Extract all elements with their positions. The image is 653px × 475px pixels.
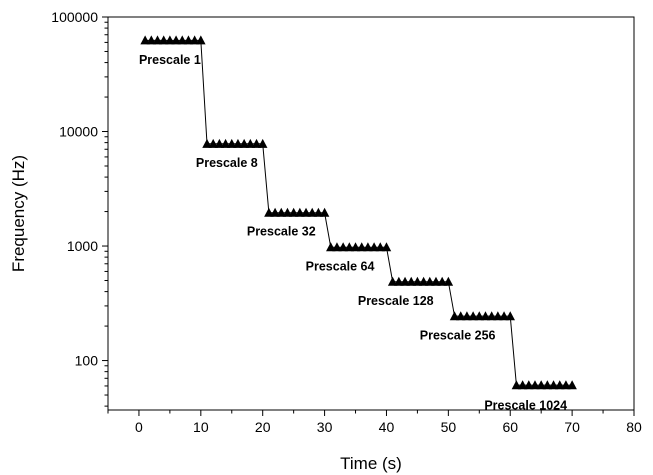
x-tick-label: 70 [564, 419, 580, 435]
x-tick-label: 20 [255, 419, 271, 435]
data-point-marker [548, 380, 559, 390]
data-point-marker [282, 207, 293, 217]
data-point-marker [412, 276, 423, 286]
data-point-marker [437, 276, 447, 286]
x-tick-label: 80 [626, 419, 642, 435]
data-point-marker [493, 311, 503, 321]
data-point-marker [295, 207, 305, 217]
data-point-marker [375, 242, 386, 252]
data-point-marker [505, 311, 515, 321]
prescale-annotation: Prescale 128 [358, 294, 434, 308]
data-point-marker [449, 311, 460, 321]
data-point-marker [264, 207, 274, 217]
y-tick-label: 100000 [51, 9, 98, 25]
data-point-marker [431, 276, 441, 286]
data-point-marker [350, 242, 361, 252]
data-point-marker [425, 276, 435, 286]
data-point-marker [326, 242, 336, 252]
data-point-marker [381, 242, 392, 252]
data-point-marker [202, 138, 212, 148]
data-point-marker [208, 138, 218, 148]
data-point-marker [418, 276, 429, 286]
x-tick-label: 30 [317, 419, 333, 435]
data-point-marker [554, 380, 565, 390]
data-point-marker [338, 242, 348, 252]
data-point-marker [344, 242, 355, 252]
data-point-marker [394, 276, 404, 286]
data-point-marker [462, 311, 472, 321]
prescale-annotation: Prescale 256 [420, 329, 496, 343]
data-point-marker [313, 207, 324, 217]
prescale-annotation: Prescale 32 [247, 225, 316, 239]
data-point-marker [220, 138, 231, 148]
x-axis-title: Time (s) [340, 454, 402, 473]
y-tick-label: 1000 [67, 238, 98, 254]
y-axis-title: Frequency (Hz) [9, 155, 28, 272]
data-point-marker [530, 380, 540, 390]
data-point-marker [152, 35, 163, 45]
annotations: Prescale 1 Prescale 8 Prescale 32 Prescale … [139, 53, 567, 413]
data-point-marker [171, 35, 181, 45]
data-point-marker [474, 311, 485, 321]
axis-tick-labels: 0 10 20 30 40 50 60 70 80 100 1000 10000 100000 [51, 9, 642, 435]
data-point-marker [227, 138, 237, 148]
prescale-annotation: Prescale 1 [139, 53, 201, 67]
data-point-marker [524, 380, 534, 390]
data-point-marker [332, 242, 342, 252]
data-point-marker [257, 138, 268, 148]
data-point-marker [536, 380, 546, 390]
data-point-marker [276, 207, 287, 217]
data-point-marker [369, 242, 379, 252]
data-point-marker [233, 138, 243, 148]
axis-ticks [102, 16, 635, 416]
y-tick-label: 100 [75, 353, 99, 369]
data-point-marker [239, 138, 249, 148]
data-point-marker [183, 35, 194, 45]
prescale-annotation: Prescale 1024 [484, 398, 567, 412]
x-tick-label: 50 [441, 419, 457, 435]
data-point-marker [542, 380, 553, 390]
data-point-marker [319, 207, 330, 217]
prescale-annotation: Prescale 8 [196, 156, 258, 170]
data-point-marker [480, 311, 491, 321]
data-point-marker [196, 35, 206, 45]
data-point-marker [177, 35, 188, 45]
data-point-marker [301, 207, 311, 217]
data-point-marker [140, 35, 150, 45]
prescale-annotation: Prescale 64 [306, 260, 375, 274]
data-point-marker [251, 138, 262, 148]
data-point-marker [406, 276, 416, 286]
data-point-marker [400, 276, 410, 286]
data-point-marker [455, 311, 466, 321]
data-point-marker [486, 311, 497, 321]
data-point-marker [270, 207, 280, 217]
data-point-marker [307, 207, 317, 217]
data-point-marker [443, 276, 454, 286]
data-point-marker [189, 35, 200, 45]
series-line [145, 39, 573, 386]
x-tick-label: 60 [502, 419, 518, 435]
data-point-marker [158, 35, 169, 45]
data-point-marker [517, 380, 528, 390]
data-point-marker [468, 311, 478, 321]
data-point-marker [561, 380, 571, 390]
data-point-marker [567, 380, 577, 390]
data-point-marker [363, 242, 373, 252]
data-point-marker [288, 207, 299, 217]
data-point-marker [499, 311, 509, 321]
data-point-marker [387, 276, 398, 286]
y-tick-label: 10000 [59, 124, 98, 140]
x-tick-label: 10 [193, 419, 209, 435]
data-point-marker [511, 380, 522, 390]
data-point-marker [214, 138, 225, 148]
series-markers [140, 35, 577, 390]
data-point-marker [165, 35, 175, 45]
plot-frame [107, 16, 635, 411]
x-tick-label: 0 [135, 419, 143, 435]
data-point-marker [356, 242, 367, 252]
data-point-marker [245, 138, 256, 148]
x-tick-label: 40 [379, 419, 395, 435]
data-point-marker [146, 35, 157, 45]
